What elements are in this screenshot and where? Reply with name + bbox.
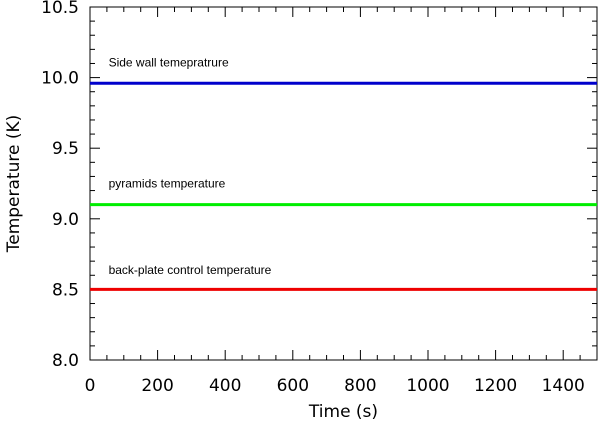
y-tick-label: 8.0	[52, 351, 79, 371]
series-annotation-0: Side wall temepratrure	[109, 55, 229, 69]
x-tick-label: 1400	[542, 376, 585, 396]
y-axis-label: Temperature (K)	[4, 115, 24, 254]
y-tick-label: 9.5	[52, 139, 79, 159]
y-tick-label: 8.5	[52, 280, 79, 300]
series-annotation-1: pyramids temperature	[109, 177, 226, 191]
x-axis-label: Time (s)	[308, 402, 378, 422]
x-tick-label: 800	[344, 376, 376, 396]
x-tick-label: 0	[85, 376, 96, 396]
x-tick-label: 1200	[474, 376, 517, 396]
x-tick-label: 400	[209, 376, 241, 396]
x-tick-label: 1000	[406, 376, 449, 396]
y-tick-label: 9.0	[52, 210, 79, 230]
axis-tick-labels: 0 200 400 600 800 1000 1200 1400 8.0 8.5 9.0 9.5 10.…	[41, 0, 585, 396]
y-tick-label: 10.0	[41, 69, 79, 89]
annotations-group: Side wall temepratrure pyramids temperatu…	[109, 55, 272, 277]
x-tick-label: 200	[141, 376, 173, 396]
x-tick-label: 600	[277, 376, 309, 396]
series-group	[90, 81, 597, 291]
series-annotation-2: back-plate control temperature	[109, 263, 272, 277]
y-tick-label: 10.5	[41, 0, 79, 18]
